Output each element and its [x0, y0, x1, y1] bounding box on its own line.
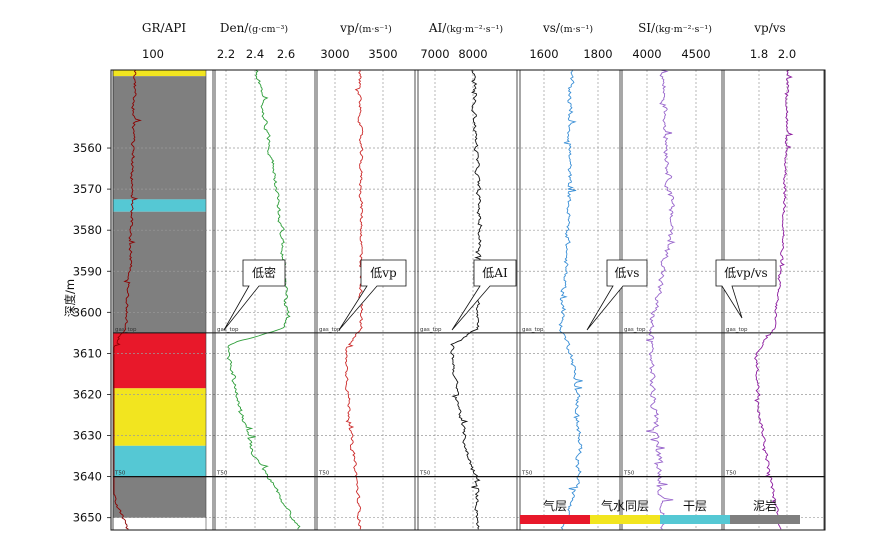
gas-top-label: gas_top [726, 327, 748, 333]
track-title: vp/(m·s⁻¹) [339, 21, 392, 35]
t50-label: T50 [114, 471, 126, 477]
gas-top-label: gas_top [624, 327, 646, 333]
scale-tick-label: 2.6 [277, 47, 295, 61]
track-title: vs/(m·s⁻¹) [542, 21, 593, 35]
scale-tick-label: 2.0 [778, 47, 796, 61]
track-title-main: AI/ [428, 21, 447, 35]
track-title: AI/(kg·m⁻²·s⁻¹) [428, 21, 503, 35]
depth-tick-label: 3640 [73, 470, 102, 484]
plot-border [110, 69, 826, 531]
scale-tick-label: 2.4 [246, 47, 264, 61]
log-curves [113, 69, 794, 530]
gas-top-label: gas_top [522, 327, 544, 333]
lithology-band-yellow [113, 388, 206, 446]
depth-tick-label: 3560 [73, 141, 102, 155]
track-title-main: vp/ [339, 21, 359, 35]
depth-tick-label: 3580 [73, 223, 102, 237]
scale-tick-label: 3500 [368, 47, 397, 61]
depth-axis-label: 深度/m [63, 279, 77, 317]
depth-tick-label: 3650 [73, 511, 102, 525]
legend-swatch [660, 515, 730, 524]
lithology-band-gray [113, 76, 206, 200]
callout-box [586, 259, 648, 331]
track-grid [113, 70, 825, 530]
track-title-unit: (kg·m⁻²·s⁻¹) [446, 24, 503, 35]
t50-label: T50 [623, 471, 635, 477]
scale-tick-label: 100 [142, 47, 164, 61]
track-title-main: Den/ [220, 21, 249, 35]
track-title-main: vs/ [542, 21, 561, 35]
scale-tick-label: 4500 [681, 47, 710, 61]
t50-label: T50 [216, 471, 228, 477]
depth-axis: 深度/m 3560 3570 3580 3590 3600 3610 3620 3630 364… [63, 141, 111, 525]
callout-box [223, 259, 286, 331]
depth-tick-label: 3620 [73, 387, 102, 401]
plot-frame [110, 69, 826, 531]
depth-tick-label: 3570 [73, 182, 102, 196]
callout-label: 低vs [615, 266, 640, 280]
track-title-unit: (g·cm⁻³) [248, 24, 288, 35]
legend-swatch [520, 515, 590, 524]
curve-series-7 [754, 69, 794, 530]
depth-tick-label: 3610 [73, 346, 102, 360]
gas-top-label: gas_top [319, 327, 341, 333]
legend-swatch [730, 515, 800, 524]
gas-top-label: gas_top [420, 327, 442, 333]
gas-top-label: gas_top [115, 327, 137, 333]
scale-tick-label: 4000 [632, 47, 661, 61]
track-title-main: SI/ [638, 21, 656, 35]
scale-tick-label: 1600 [529, 47, 558, 61]
callout-box [338, 259, 407, 331]
track-title-unit: (m·s⁻¹) [359, 24, 392, 35]
t50-label: T50 [318, 471, 330, 477]
callout-label: 低AI [482, 266, 508, 280]
callout-box [715, 259, 777, 319]
legend-swatch [590, 515, 660, 524]
legend-label: 气层 [543, 498, 567, 513]
curve-series-5 [558, 69, 583, 530]
track-title-unit: (kg·m⁻²·s⁻¹) [655, 24, 712, 35]
legend-label: 干层 [683, 499, 707, 513]
gas-top-label: gas_top [217, 327, 239, 333]
curve-series-1 [113, 69, 142, 530]
depth-tick-label: 3600 [73, 305, 102, 319]
curve-series-6 [646, 69, 676, 530]
horizon-markers: gas_top T50 gas_top T50 gas_top T50 gas_top T50… [113, 327, 825, 478]
t50-label: T50 [725, 471, 737, 477]
legend-label: 泥岩 [753, 498, 777, 513]
legend-label: 气水同层 [601, 498, 649, 513]
lithology-band-gray [113, 476, 206, 518]
scale-tick-label: 8000 [458, 47, 487, 61]
curve-series-2 [226, 69, 301, 530]
scale-tick-label: 1.8 [750, 47, 768, 61]
scale-tick-label: 3000 [320, 47, 349, 61]
t50-label: T50 [419, 471, 431, 477]
track-title: vp/vs [753, 21, 785, 35]
callout-label: 低vp [370, 266, 397, 280]
legend: 气层 气水同层 干层 泥岩 [520, 498, 800, 524]
lithology-band-red [113, 332, 206, 389]
depth-tick-label: 3590 [73, 264, 102, 278]
scale-tick-label: 7000 [420, 47, 449, 61]
anomaly-callouts: 低密 低vp 低AI 低vs 低vp/vs [223, 259, 777, 331]
scale-tick-label: 1800 [583, 47, 612, 61]
callout-label: 低vp/vs [724, 266, 767, 280]
lithology-band-yellow [113, 70, 206, 77]
track-title: Den/(g·cm⁻³) [220, 21, 288, 35]
scale-tick-label: 2.2 [217, 47, 235, 61]
lithology-column [113, 70, 206, 518]
track-title-main: vp/vs [753, 21, 785, 35]
t50-label: T50 [521, 471, 533, 477]
callout-box [451, 259, 517, 331]
depth-tick-label: 3630 [73, 429, 102, 443]
lithology-band-cyan [113, 199, 206, 212]
track-title: SI/(kg·m⁻²·s⁻¹) [638, 21, 712, 35]
lithology-band-cyan [113, 445, 206, 477]
track-title: GR/API [142, 21, 186, 35]
callout-label: 低密 [252, 265, 276, 280]
track-title-unit: (m·s⁻¹) [560, 24, 593, 35]
